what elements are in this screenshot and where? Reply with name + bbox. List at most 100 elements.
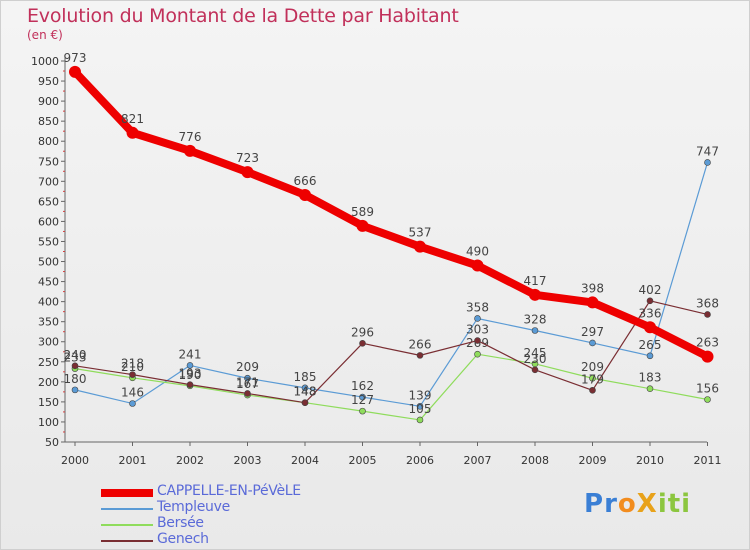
- x-tick-label: 2010: [636, 454, 664, 467]
- data-label: 190: [179, 368, 202, 382]
- data-point: [531, 366, 539, 374]
- data-label: 821: [121, 112, 144, 126]
- data-point: [71, 362, 79, 370]
- data-label: 233: [64, 351, 87, 365]
- data-label: 296: [351, 325, 374, 339]
- y-tick-label: 100: [38, 416, 59, 429]
- data-label: 209: [236, 360, 259, 374]
- data-label: 162: [351, 379, 374, 393]
- data-point: [301, 384, 309, 392]
- y-tick-label: 300: [38, 336, 59, 349]
- data-point: [129, 371, 136, 378]
- y-tick-label: 700: [38, 175, 59, 188]
- x-tick-label: 2011: [694, 454, 722, 467]
- y-tick-label: 250: [38, 356, 59, 369]
- data-label: 105: [409, 402, 432, 416]
- data-label: 148: [294, 385, 317, 399]
- data-point: [704, 311, 711, 318]
- data-label: 358: [466, 300, 489, 314]
- data-label: 240: [64, 348, 87, 362]
- data-label: 336: [639, 306, 662, 320]
- data-point: [474, 337, 481, 344]
- series-line-1: [74, 161, 709, 407]
- y-tick-label: 750: [38, 155, 59, 168]
- data-label: 210: [121, 360, 144, 374]
- data-label: 417: [524, 274, 547, 288]
- data-point: [529, 288, 541, 301]
- data-point: [589, 339, 596, 347]
- data-point: [126, 126, 139, 139]
- data-point: [184, 144, 196, 157]
- legend-label: CAPPELLE-EN-PéVèLE: [157, 483, 301, 499]
- y-tick-label: 500: [38, 256, 59, 269]
- data-point: [414, 240, 426, 253]
- y-tick-label: 200: [38, 376, 59, 389]
- chart-title: Evolution du Montant de la Dette par Hab…: [27, 5, 459, 27]
- x-tick-label: 2007: [464, 454, 492, 467]
- x-tick-label: 2000: [61, 454, 89, 467]
- y-tick-label: 350: [38, 316, 59, 329]
- data-label: 303: [466, 323, 489, 337]
- data-point: [474, 315, 481, 322]
- y-tick-label: 800: [38, 135, 59, 148]
- data-label: 973: [64, 51, 87, 65]
- data-label: 776: [179, 130, 202, 144]
- data-label: 747: [696, 144, 719, 158]
- data-label: 723: [236, 151, 259, 165]
- data-label: 180: [64, 372, 87, 386]
- data-point: [644, 321, 656, 334]
- data-label: 185: [294, 370, 317, 384]
- data-point: [244, 390, 251, 397]
- data-point: [589, 374, 596, 382]
- y-tick-label: 450: [38, 276, 59, 289]
- data-point: [646, 385, 654, 392]
- y-tick-label: 50: [45, 436, 59, 449]
- data-label: 139: [409, 388, 432, 402]
- legend-label: Genech: [157, 531, 209, 547]
- data-label: 398: [581, 281, 604, 295]
- data-point: [69, 65, 81, 78]
- data-point: [359, 393, 366, 401]
- y-tick-label: 550: [38, 235, 59, 248]
- data-label: 167: [236, 377, 259, 391]
- legend-swatch: [101, 524, 153, 526]
- data-point: [356, 219, 369, 232]
- data-point: [704, 159, 711, 166]
- data-label: 402: [639, 283, 662, 297]
- y-tick-label: 950: [38, 75, 59, 88]
- data-label: 230: [524, 352, 547, 366]
- data-label: 589: [351, 205, 374, 219]
- data-label: 218: [121, 357, 144, 371]
- legend-swatch: [101, 489, 153, 497]
- data-label: 265: [639, 338, 662, 352]
- data-point: [359, 340, 366, 347]
- data-point: [299, 188, 311, 201]
- data-label: 666: [294, 174, 317, 188]
- data-point: [474, 350, 481, 358]
- data-label: 179: [581, 372, 604, 386]
- data-label: 193: [179, 367, 202, 381]
- data-point: [186, 381, 194, 388]
- legend-item: Templeuve: [101, 499, 401, 517]
- legend-swatch: [101, 508, 153, 510]
- data-label: 263: [696, 336, 719, 350]
- data-point: [586, 296, 599, 309]
- y-tick-label: 1000: [31, 55, 59, 68]
- data-point: [241, 166, 254, 179]
- data-point: [646, 297, 654, 305]
- y-tick-label: 400: [38, 296, 59, 309]
- data-label: 245: [524, 346, 547, 360]
- data-point: [701, 350, 714, 363]
- data-point: [359, 407, 366, 415]
- data-label: 127: [351, 393, 374, 407]
- data-label: 537: [409, 226, 432, 240]
- data-point: [416, 416, 424, 424]
- data-point: [244, 374, 251, 382]
- x-tick-label: 2002: [176, 454, 204, 467]
- data-point: [416, 352, 424, 359]
- x-tick-label: 2006: [406, 454, 434, 467]
- data-point: [531, 327, 539, 334]
- data-label: 183: [639, 371, 662, 385]
- legend-label: Bersée: [157, 515, 204, 531]
